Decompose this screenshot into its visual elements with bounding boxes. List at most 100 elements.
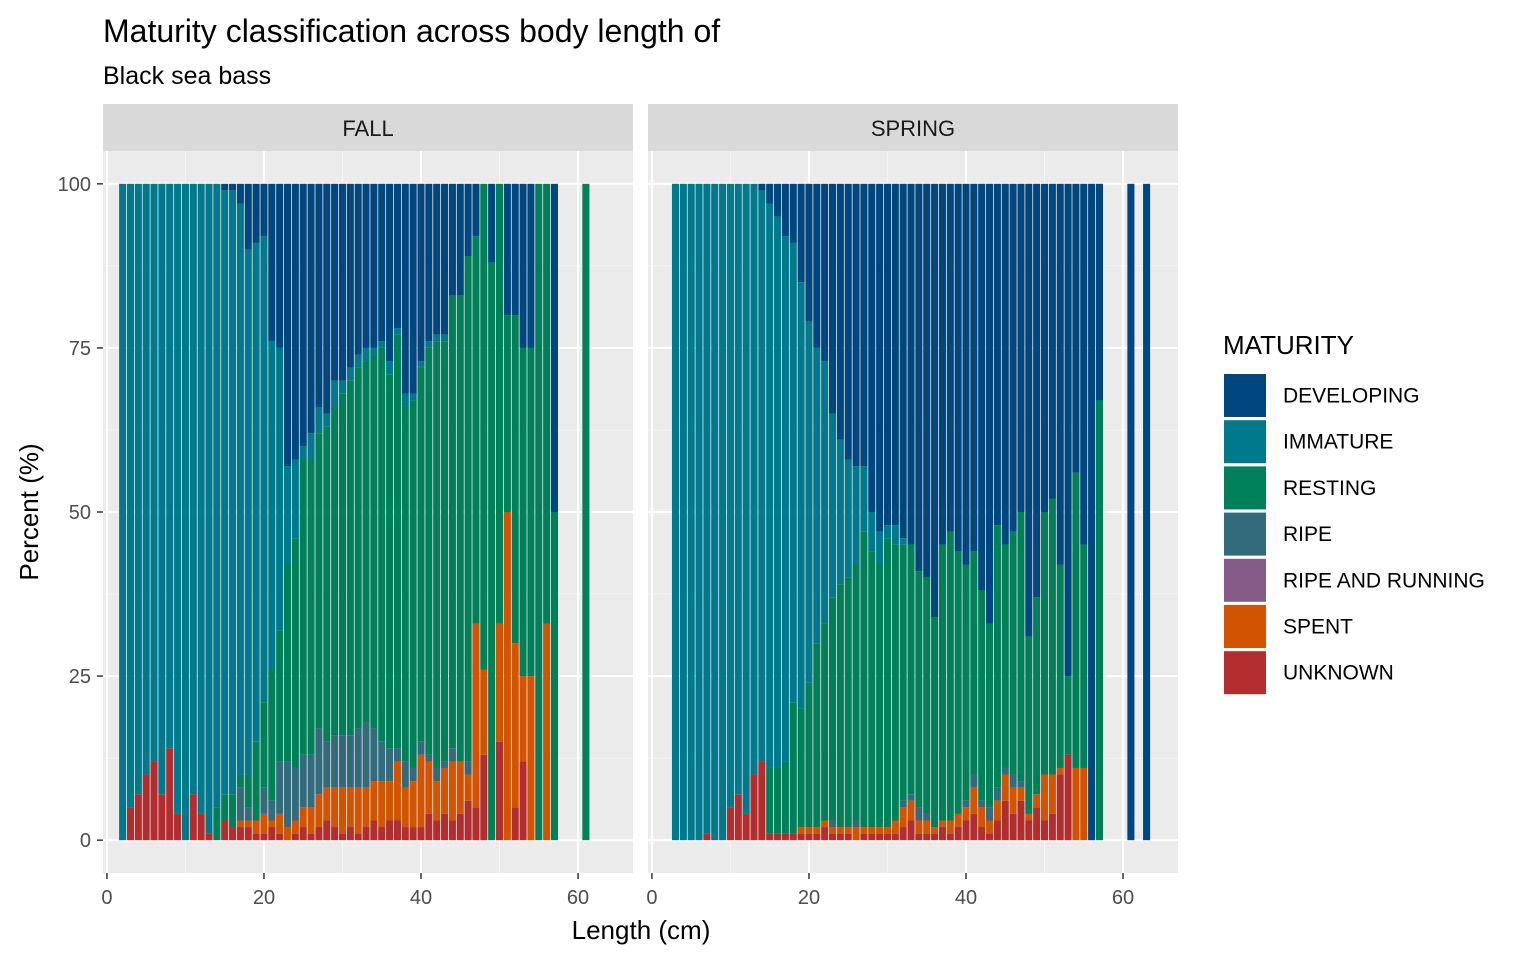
legend-swatch: [1224, 605, 1266, 648]
legend-label: SPENT: [1283, 616, 1353, 639]
bar-segment: [954, 827, 962, 841]
bar-segment: [503, 183, 511, 316]
bar-segment: [386, 820, 394, 841]
bar-stack: [750, 183, 758, 841]
bar-segment: [205, 183, 213, 834]
bar-stack: [1001, 183, 1009, 841]
bar-stack: [703, 183, 711, 841]
bar-stack: [931, 183, 939, 841]
bar-segment: [750, 774, 758, 841]
bar-segment: [726, 807, 734, 841]
bar-stack: [362, 183, 370, 841]
bar-segment: [1095, 400, 1104, 841]
bar-segment: [907, 794, 915, 801]
bar-segment: [425, 183, 433, 342]
x-tick-label: 0: [646, 887, 657, 909]
bar-segment: [758, 761, 766, 841]
bar-segment: [425, 347, 433, 755]
legend-swatch: [1224, 651, 1266, 695]
bar-segment: [158, 794, 166, 841]
bar-segment: [417, 361, 425, 368]
bar-segment: [126, 807, 135, 841]
bar-segment: [260, 787, 268, 814]
bar-segment: [789, 242, 797, 703]
bar-segment: [923, 577, 931, 814]
bar-stack: [464, 183, 472, 841]
bar-stack: [268, 183, 276, 841]
bar-stack: [1095, 183, 1104, 841]
bar-segment: [836, 827, 844, 834]
bar-segment: [844, 577, 852, 828]
bar-segment: [299, 754, 307, 808]
bar-segment: [813, 833, 821, 841]
bar-segment: [915, 820, 923, 834]
bar-segment: [409, 393, 417, 401]
bar-segment: [774, 833, 782, 841]
bar-segment: [511, 315, 519, 644]
bar-segment: [852, 564, 860, 821]
bar-segment: [774, 767, 782, 834]
bar-segment: [236, 827, 244, 841]
bar-segment: [315, 794, 323, 828]
bar-segment: [338, 787, 347, 834]
legend-label: DEVELOPING: [1283, 385, 1420, 408]
bar-segment: [503, 512, 511, 841]
bar-segment: [480, 183, 488, 670]
legend-item: RESTING: [1224, 466, 1376, 510]
bar-stack: [993, 183, 1001, 841]
bar-segment: [527, 183, 535, 348]
bar-stack: [338, 183, 347, 841]
bar-segment: [550, 512, 559, 841]
bar-segment: [181, 183, 189, 841]
bar-segment: [464, 800, 472, 841]
bar-segment: [1033, 183, 1041, 598]
bar-segment: [813, 183, 821, 348]
bar-segment: [836, 439, 844, 585]
bar-segment: [299, 446, 307, 460]
bar-segment: [331, 406, 339, 736]
legend-label: IMMATURE: [1283, 431, 1393, 454]
bar-segment: [1127, 183, 1135, 841]
bar-segment: [797, 827, 805, 834]
bar-segment: [726, 183, 734, 808]
bar-segment: [1080, 183, 1088, 545]
bar-segment: [331, 183, 339, 381]
bar-segment: [213, 183, 221, 808]
bar-segment: [781, 833, 789, 841]
bar-segment: [805, 321, 813, 683]
bar-segment: [527, 347, 535, 677]
bar-segment: [1017, 787, 1025, 801]
panels: FALL 0 20 40 60 0 25 50 75 100 SPRING 0 20 40 60: [58, 104, 1178, 909]
bar-segment: [166, 183, 174, 749]
bar-segment: [797, 833, 805, 841]
bar-segment: [695, 183, 703, 841]
chart-title: Maturity classification across body leng…: [103, 13, 720, 49]
bar-segment: [821, 623, 829, 821]
bar-segment: [433, 341, 441, 768]
bar-segment: [766, 767, 774, 834]
bar-segment: [362, 361, 370, 723]
bar-stack: [519, 183, 527, 841]
legend-item: DEVELOPING: [1224, 374, 1420, 417]
bar-segment: [323, 787, 331, 821]
bar-segment: [671, 183, 680, 841]
bar-segment: [409, 827, 417, 841]
bar-segment: [1017, 781, 1025, 788]
bar-segment: [1017, 183, 1025, 512]
bar-segment: [378, 341, 386, 348]
bar-segment: [836, 833, 844, 841]
legend-swatch: [1224, 466, 1266, 510]
bar-segment: [323, 426, 331, 742]
bar-segment: [480, 669, 488, 755]
bar-segment: [370, 820, 378, 841]
bar-segment: [852, 183, 860, 467]
bar-segment: [844, 827, 852, 834]
bar-segment: [268, 827, 276, 841]
bar-segment: [244, 820, 252, 828]
bar-segment: [758, 183, 766, 191]
bar-segment: [448, 183, 456, 296]
bar-segment: [472, 623, 480, 808]
bar-segment: [876, 827, 884, 834]
bar-segment: [1025, 813, 1033, 821]
bar-segment: [954, 183, 962, 552]
